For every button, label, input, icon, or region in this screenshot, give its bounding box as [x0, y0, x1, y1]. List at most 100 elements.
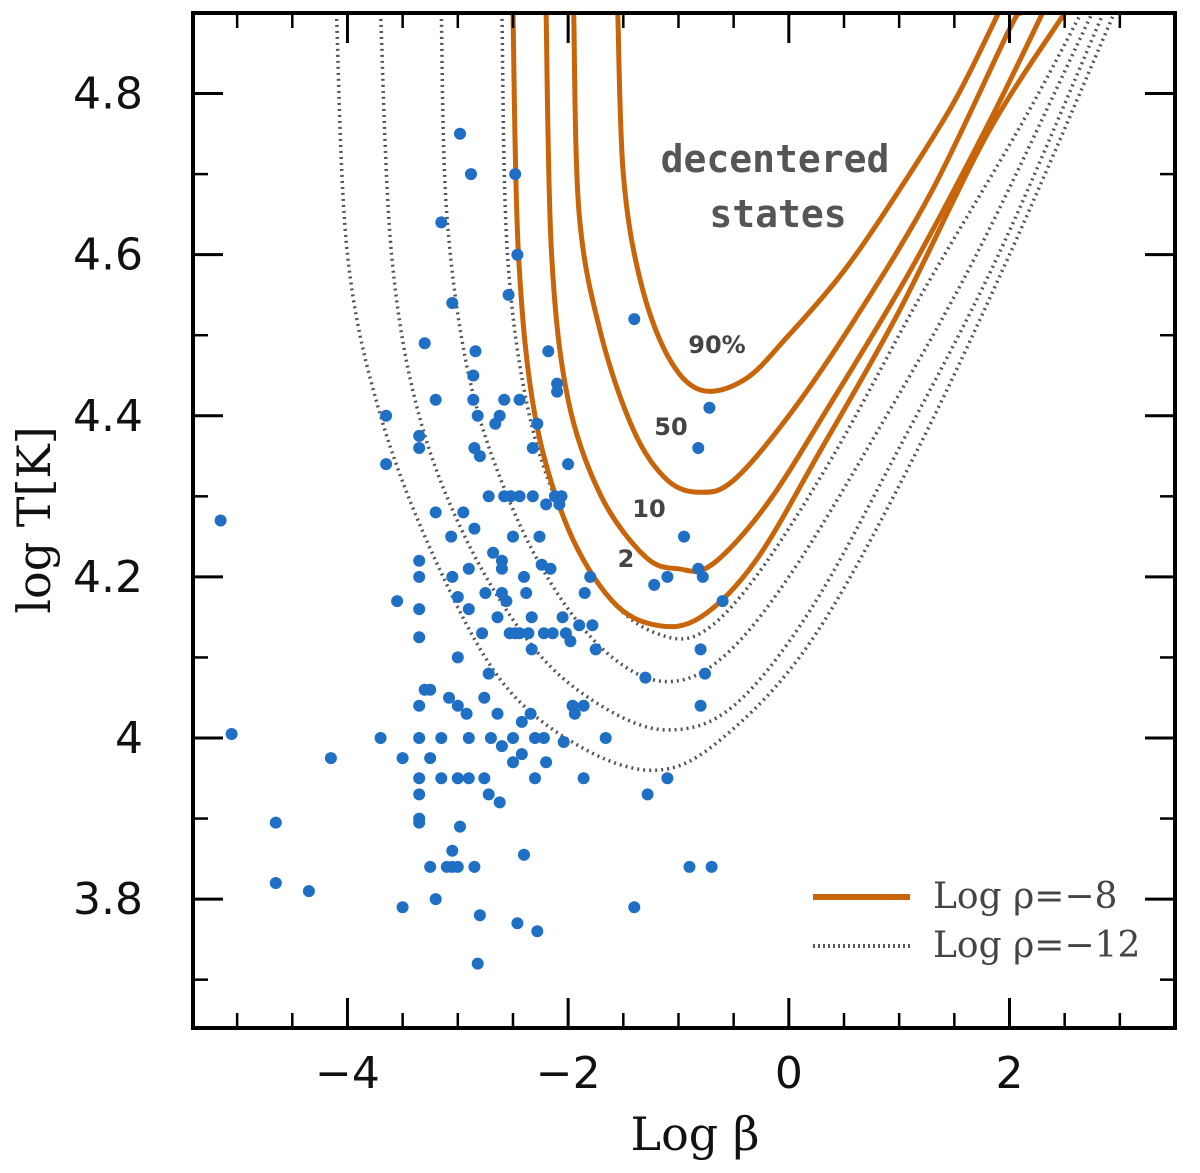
scatter-point — [424, 683, 437, 696]
scatter-point — [493, 796, 506, 809]
scatter-point — [557, 736, 570, 748]
scatter-points — [214, 127, 729, 970]
scatter-point — [467, 393, 480, 406]
legend-solid-label: Log ρ=−8 — [933, 876, 1117, 917]
scatter-point — [471, 957, 484, 970]
scatter-point — [694, 699, 707, 712]
scatter-point — [413, 603, 426, 616]
scatter-point — [214, 514, 227, 527]
scatter-point — [491, 611, 504, 624]
scatter-point — [531, 417, 544, 430]
scatter-point — [269, 877, 282, 889]
scatter-point — [454, 820, 466, 833]
scatter-point — [454, 127, 466, 140]
scatter-point — [413, 772, 426, 785]
scatter-point — [391, 595, 404, 608]
scatter-point — [435, 732, 448, 744]
scatter-point — [462, 562, 475, 575]
scatter-point — [445, 530, 458, 543]
scatter-point — [540, 756, 553, 769]
scatter-point — [418, 337, 431, 350]
dotted-curve-4 — [334, 13, 1116, 773]
scatter-point — [502, 288, 515, 301]
y-tick-label: 4.6 — [73, 230, 143, 281]
scatter-point — [446, 570, 459, 583]
scatter-point — [498, 393, 511, 406]
scatter-point — [396, 752, 409, 765]
scatter-point — [476, 627, 489, 640]
scatter-point — [526, 490, 539, 503]
y-tick-label: 4.4 — [73, 391, 143, 442]
scatter-point — [522, 627, 535, 640]
scatter-point — [465, 168, 477, 181]
scatter-point — [511, 917, 524, 930]
scatter-point — [577, 772, 590, 785]
scatter-point — [269, 816, 282, 829]
scatter-point — [413, 631, 426, 644]
scatter-point — [525, 643, 538, 656]
scatter-point — [716, 595, 729, 608]
scatter-point — [495, 562, 508, 575]
legend: Log ρ=−8 Log ρ=−12 — [813, 876, 1140, 966]
y-tick-label: 4.8 — [73, 69, 143, 120]
scatter-point — [424, 860, 437, 873]
plot-frame — [191, 11, 1177, 1030]
scatter-point — [683, 860, 696, 873]
scatter-point — [531, 925, 544, 938]
scatter-point — [429, 393, 442, 406]
scatter-point — [577, 699, 590, 712]
scatter-point — [518, 570, 530, 583]
scatter-point — [429, 506, 442, 519]
scatter-point — [478, 691, 491, 704]
dotted-curve-3 — [378, 13, 1105, 732]
scatter-point — [520, 587, 533, 599]
scatter-point — [518, 848, 530, 861]
scatter-point — [628, 313, 641, 326]
annotation-90: 90% — [688, 331, 745, 359]
scatter-point — [513, 490, 526, 503]
scatter-point — [451, 772, 464, 785]
dotted-curves — [334, 13, 1116, 773]
scatter-point — [443, 691, 455, 704]
scatter-point — [324, 752, 337, 765]
scatter-point — [435, 772, 448, 785]
scatter-point — [703, 401, 716, 414]
scatter-point — [462, 603, 475, 616]
scatter-point — [451, 699, 464, 712]
scatter-point — [540, 498, 553, 511]
scatter-point — [457, 506, 470, 519]
scatter-point — [509, 168, 522, 181]
scatter-point — [482, 490, 495, 503]
scatter-point — [380, 458, 393, 471]
dotted-curve-2 — [439, 13, 1094, 684]
scatter-point — [542, 345, 555, 358]
y-axis-title: log T[K] — [7, 426, 61, 613]
x-tick-label: 0 — [775, 1048, 803, 1099]
scatter-point — [584, 570, 597, 583]
scatter-point — [473, 909, 486, 922]
scatter-point — [661, 570, 674, 583]
scatter-point — [586, 619, 599, 632]
scatter-point — [515, 748, 528, 761]
scatter-point — [302, 885, 315, 898]
scatter-point — [413, 554, 426, 567]
x-axis-title: Log β — [631, 1107, 760, 1161]
solid-curves — [510, 13, 1067, 630]
scatter-point — [705, 860, 718, 873]
scatter-point — [694, 643, 707, 656]
scatter-point — [429, 893, 442, 906]
scatter-point — [628, 901, 641, 914]
scatter-point — [578, 587, 591, 599]
scatter-point — [467, 369, 480, 382]
annotation-50: 50 — [654, 413, 687, 441]
y-tick-label: 4 — [115, 713, 143, 764]
scatter-point — [529, 732, 541, 744]
x-tick-label: −2 — [536, 1048, 601, 1099]
scatter-point — [537, 627, 550, 640]
solid-curve-2 — [510, 13, 1067, 630]
dotted-curve-1 — [500, 13, 1083, 641]
scatter-point — [462, 772, 475, 785]
annotation-region-line2: states — [709, 192, 846, 236]
scatter-point — [451, 651, 464, 664]
